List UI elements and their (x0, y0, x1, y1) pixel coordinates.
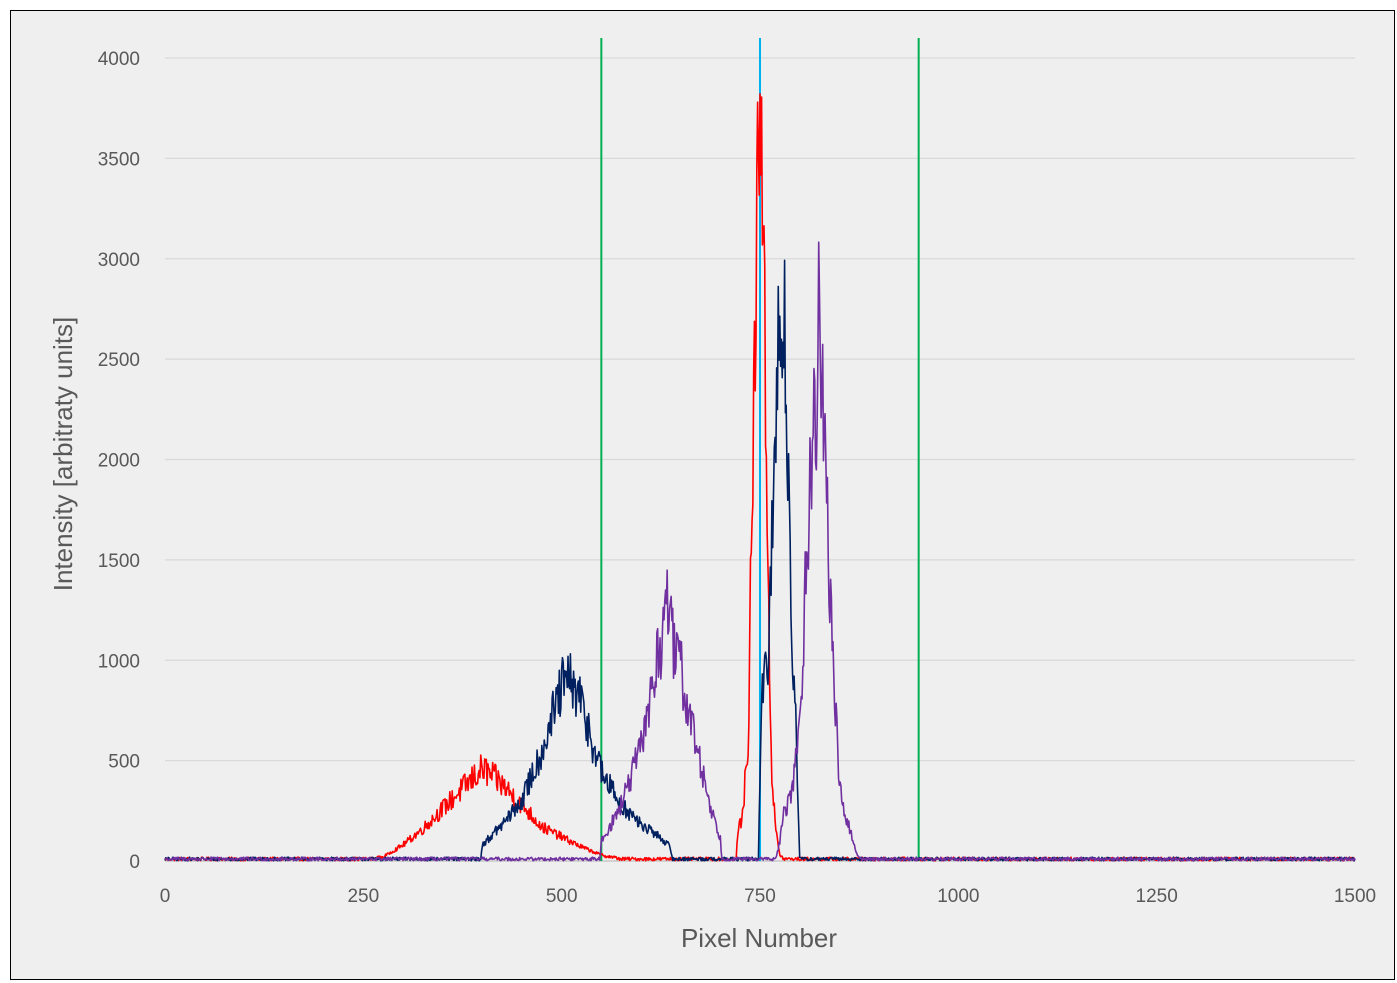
x-tick-labels: 0 250 500 750 1000 1250 1500 (160, 886, 1376, 907)
y-tick-label: 2000 (98, 451, 140, 472)
y-tick-label: 3500 (98, 149, 140, 170)
y-tick-label: 2500 (98, 350, 140, 371)
y-tick-label: 4000 (98, 49, 140, 70)
y-tick-labels: 0 500 1000 1500 2000 2500 3000 3500 4000 (98, 49, 140, 873)
y-tick-label: 1500 (98, 551, 140, 572)
x-tick-label: 250 (347, 886, 379, 907)
x-axis-title: Pixel Number (681, 923, 837, 953)
y-tick-label: 3000 (98, 250, 140, 271)
x-tick-label: 1000 (937, 886, 979, 907)
x-tick-label: 500 (546, 886, 578, 907)
y-axis-title: Intensity [arbitraty units] (48, 317, 78, 592)
series-group (164, 93, 1356, 862)
x-tick-label: 1250 (1136, 886, 1178, 907)
x-tick-label: 0 (160, 886, 171, 907)
x-tick-label: 750 (744, 886, 776, 907)
series-line-1 (164, 93, 1356, 862)
y-tick-label: 0 (129, 852, 140, 873)
series-line-3 (164, 241, 1356, 862)
y-tick-label: 1000 (98, 651, 140, 672)
x-tick-label: 1500 (1334, 886, 1376, 907)
chart-frame (10, 10, 1395, 980)
y-tick-label: 500 (108, 752, 140, 773)
